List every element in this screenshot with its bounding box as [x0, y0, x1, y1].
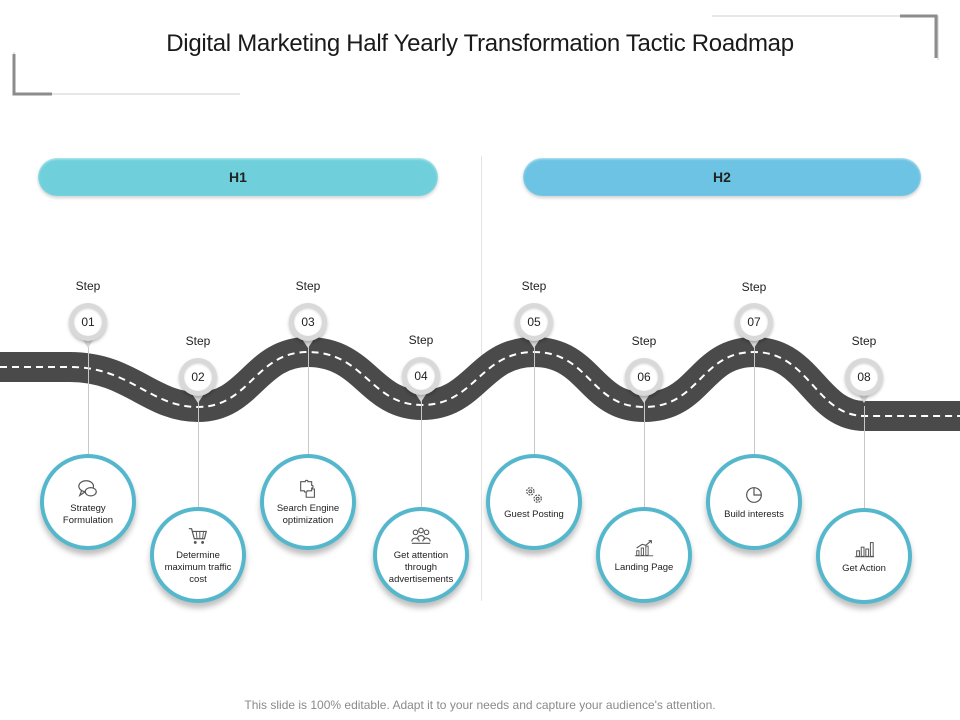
connector-line [421, 395, 422, 507]
step-label: Step [185, 334, 211, 348]
step-number: 04 [407, 362, 435, 390]
bar-chart-icon [854, 541, 875, 557]
step-label: Step [295, 279, 321, 293]
step-marker-08: 08 [845, 358, 883, 403]
step-label: Step [408, 333, 434, 347]
step-circle-advertisements: Get attention through advertisements [373, 507, 469, 603]
phase-label: H1 [229, 169, 247, 185]
connector-line [864, 406, 865, 508]
connector-line [88, 342, 89, 454]
step-text: Determine maximum traffic cost [164, 549, 232, 585]
step-marker-03: 03 [289, 303, 327, 348]
step-label: Step [741, 280, 767, 294]
step-circle-strategy-formulation: Strategy Formulation [40, 454, 136, 550]
step-number: 08 [850, 363, 878, 391]
growth-chart-icon [634, 539, 654, 556]
step-number: 07 [740, 308, 768, 336]
connector-line [534, 342, 535, 454]
connector-line [308, 342, 309, 454]
page-title: Digital Marketing Half Yearly Transforma… [166, 30, 794, 57]
step-number: 06 [630, 363, 658, 391]
step-text: Get attention through advertisements [388, 549, 454, 585]
connector-line [644, 397, 645, 507]
step-marker-02: 02 [179, 358, 217, 403]
road-surface [0, 337, 960, 431]
step-marker-07: 07 [735, 303, 773, 348]
puzzle-icon [300, 479, 315, 498]
step-number: 02 [184, 363, 212, 391]
step-text: Get Action [842, 562, 886, 574]
pie-chart-icon [746, 486, 762, 503]
step-text: Build interests [724, 508, 784, 520]
step-marker-01: 01 [69, 303, 107, 348]
chat-bubbles-icon [78, 479, 97, 497]
step-text: Search Engine optimization [276, 502, 340, 526]
corner-frame-top-left [12, 52, 240, 96]
shopping-cart-icon [188, 527, 208, 544]
step-number: 01 [74, 308, 102, 336]
road-center-line [0, 350, 960, 417]
step-label: Step [521, 279, 547, 293]
phase-label: H2 [713, 169, 731, 185]
step-label: Step [75, 279, 101, 293]
step-text: Strategy Formulation [62, 502, 114, 526]
people-group-icon [411, 527, 431, 544]
step-circle-build-interests: Build interests [706, 454, 802, 550]
footer-note: This slide is 100% editable. Adapt it to… [244, 698, 716, 712]
step-number: 03 [294, 308, 322, 336]
step-text: Landing Page [614, 561, 674, 573]
step-label: Step [851, 334, 877, 348]
step-marker-04: 04 [402, 357, 440, 402]
connector-line [754, 342, 755, 454]
step-circle-traffic-cost: Determine maximum traffic cost [150, 507, 246, 603]
step-marker-06: 06 [625, 358, 663, 403]
gears-icon [526, 486, 542, 503]
step-marker-05: 05 [515, 303, 553, 348]
step-circle-seo: Search Engine optimization [260, 454, 356, 550]
step-circle-guest-posting: Guest Posting [486, 454, 582, 550]
step-number: 05 [520, 308, 548, 336]
step-circle-get-action: Get Action [816, 508, 912, 604]
connector-line [198, 397, 199, 507]
phase-bar-h1: H1 [38, 158, 438, 196]
step-circle-landing-page: Landing Page [596, 507, 692, 603]
step-label: Step [631, 334, 657, 348]
step-text: Guest Posting [504, 508, 564, 520]
corner-frame-top-right [712, 14, 939, 60]
phase-bar-h2: H2 [523, 158, 921, 196]
